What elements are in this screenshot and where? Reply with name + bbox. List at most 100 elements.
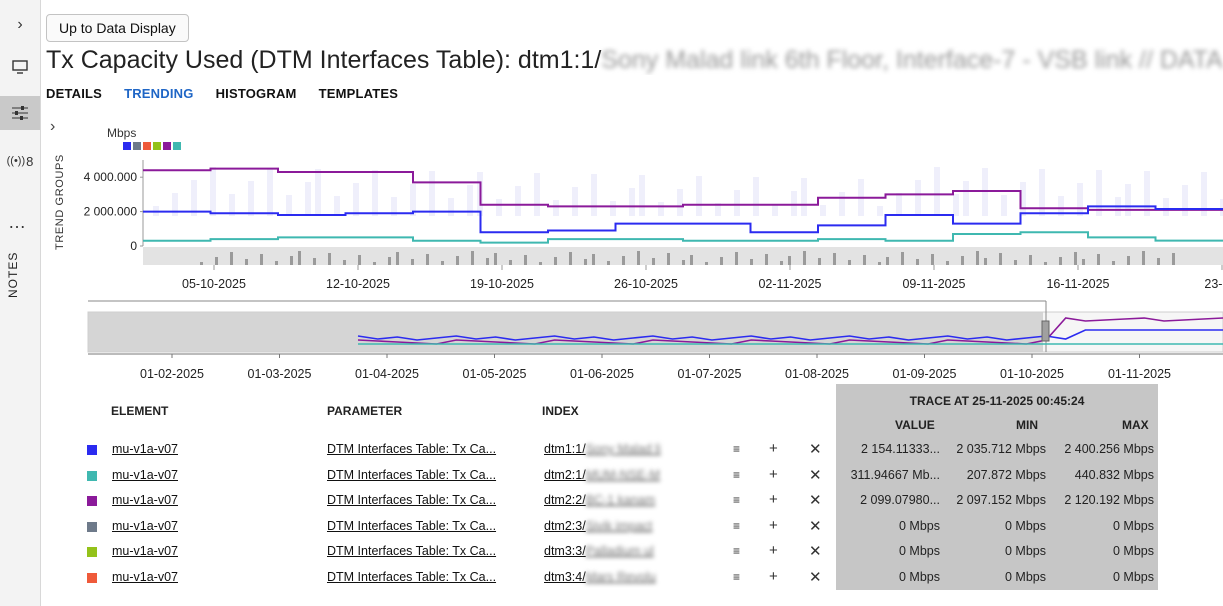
index-link[interactable]: dtm3:4/Mars Revolu — [544, 570, 656, 584]
x-tick-label: 09-11-2025 — [902, 277, 965, 291]
signal-icon[interactable]: ((•)) 8 — [6, 153, 34, 169]
add-icon[interactable]: + — [769, 491, 778, 509]
series-line[interactable] — [143, 167, 1223, 211]
sliders-icon[interactable] — [0, 96, 40, 130]
parameter-link[interactable]: DTM Interfaces Table: Tx Ca... — [327, 570, 497, 584]
trace-value: 0 Mbps — [899, 570, 940, 584]
index-link[interactable]: dtm2:1/MUM-NSE-M — [544, 467, 660, 482]
parameter-link[interactable]: DTM Interfaces Table: Tx Ca... — [327, 442, 497, 456]
up-to-data-display-button[interactable]: Up to Data Display — [46, 14, 189, 42]
column-parameter[interactable]: PARAMETER — [327, 404, 403, 418]
remove-icon[interactable]: ✕ — [809, 492, 822, 510]
series-color-swatch[interactable] — [87, 496, 97, 507]
tab-templates[interactable]: TEMPLATES — [318, 86, 399, 101]
remove-icon[interactable]: ✕ — [809, 543, 822, 561]
background-bar — [467, 185, 473, 216]
series-color-swatch[interactable] — [87, 445, 97, 455]
event-bar — [494, 253, 497, 265]
parameter-link[interactable]: DTM Interfaces Table: Tx Ca... — [327, 544, 497, 559]
series-swatch[interactable] — [173, 142, 181, 150]
event-bar — [569, 252, 572, 265]
page-title: Tx Capacity Used (DTM Interfaces Table):… — [46, 46, 1223, 74]
series-swatch[interactable] — [123, 142, 131, 150]
tab-details[interactable]: DETAILS — [46, 86, 103, 101]
series-swatch[interactable] — [163, 142, 171, 150]
monitor-icon[interactable] — [0, 50, 40, 84]
table-row[interactable]: mu-v1a-v07 DTM Interfaces Table: Tx Ca...… — [0, 440, 1223, 467]
trace-min: 2 035.712 Mbps — [956, 442, 1046, 456]
parameter-link[interactable]: DTM Interfaces Table: Tx Ca... — [327, 467, 497, 482]
table-row[interactable]: mu-v1a-v07 DTM Interfaces Table: Tx Ca...… — [0, 542, 1223, 569]
series-swatch[interactable] — [143, 142, 151, 150]
add-icon[interactable]: + — [769, 516, 778, 534]
list-icon[interactable]: ≡ — [733, 493, 741, 508]
parameter-link[interactable]: DTM Interfaces Table: Tx Ca... — [327, 518, 497, 533]
series-color-swatch[interactable] — [87, 573, 97, 583]
overview-navigator-chart[interactable]: 01-02-2025 01-03-2025 01-04-2025 01-05-2025… — [0, 296, 1223, 386]
element-link[interactable]: mu-v1a-v07 — [112, 518, 178, 533]
add-icon[interactable]: + — [769, 542, 778, 560]
index-redacted: MUM-NSE-M — [585, 467, 660, 482]
event-bar — [901, 252, 904, 265]
element-link[interactable]: mu-v1a-v07 — [112, 467, 178, 482]
list-icon[interactable]: ≡ — [733, 570, 741, 584]
background-bar — [267, 168, 273, 216]
element-link[interactable]: mu-v1a-v07 — [112, 493, 178, 508]
table-row[interactable]: mu-v1a-v07 DTM Interfaces Table: Tx Ca...… — [0, 465, 1223, 493]
more-icon[interactable]: … — [8, 212, 26, 232]
remove-icon[interactable]: ✕ — [809, 517, 822, 535]
add-icon[interactable]: + — [769, 465, 778, 483]
background-bar — [1039, 169, 1045, 216]
list-icon[interactable]: ≡ — [733, 467, 741, 482]
remove-icon[interactable]: ✕ — [809, 569, 822, 586]
event-bar — [667, 253, 670, 265]
trend-groups-expand-icon[interactable]: › — [50, 118, 56, 135]
index-link[interactable]: dtm1:1/Sony Malad li — [544, 442, 661, 456]
event-bar — [441, 261, 444, 265]
x-tick-label: 19-10-2025 — [470, 277, 534, 291]
column-element[interactable]: ELEMENT — [111, 404, 169, 418]
table-row[interactable]: mu-v1a-v07 DTM Interfaces Table: Tx Ca...… — [0, 568, 1223, 595]
table-row[interactable]: mu-v1a-v07 DTM Interfaces Table: Tx Ca...… — [0, 491, 1223, 518]
series-line[interactable] — [143, 231, 1223, 244]
tab-histogram[interactable]: HISTOGRAM — [215, 86, 297, 101]
table-row[interactable]: mu-v1a-v07 DTM Interfaces Table: Tx Ca...… — [0, 516, 1223, 544]
event-bar — [358, 255, 361, 265]
series-color-swatch[interactable] — [87, 521, 97, 532]
main-trend-chart[interactable]: 4 000.000 2 000.000 0 05-10-2025 12-10-2025… — [0, 0, 1223, 300]
chevron-right-icon[interactable]: › — [17, 16, 23, 33]
index-link[interactable]: dtm3:3/Palladium ul — [544, 544, 654, 559]
series-swatch[interactable] — [153, 142, 161, 150]
parameter-link[interactable]: DTM Interfaces Table: Tx Ca... — [327, 493, 497, 508]
add-icon[interactable]: + — [769, 568, 778, 585]
event-bar — [637, 251, 640, 265]
trace-min: 0 Mbps — [1005, 570, 1046, 584]
list-icon[interactable]: ≡ — [733, 518, 741, 533]
index-link[interactable]: dtm2:2/BC-1 kanam — [544, 493, 656, 508]
index-link[interactable]: dtm2:3/Sivik impact — [544, 518, 653, 533]
list-icon[interactable]: ≡ — [733, 442, 741, 456]
series-color-swatch[interactable] — [87, 470, 97, 481]
list-icon[interactable]: ≡ — [733, 544, 741, 559]
remove-icon[interactable]: ✕ — [809, 441, 822, 458]
x-tick-label: 23-11- — [1204, 277, 1223, 291]
element-link[interactable]: mu-v1a-v07 — [112, 544, 178, 559]
navigator-handle[interactable] — [1041, 320, 1050, 342]
series-color-swatch[interactable] — [87, 547, 97, 558]
navigator-x-tick-label: 01-07-2025 — [678, 367, 742, 381]
background-bar — [610, 201, 616, 216]
series-swatch[interactable] — [133, 142, 141, 150]
tab-trending[interactable]: TRENDING — [124, 86, 194, 101]
element-link[interactable]: mu-v1a-v07 — [112, 570, 178, 584]
event-bar — [833, 253, 836, 265]
element-link[interactable]: mu-v1a-v07 — [112, 442, 178, 456]
background-bar — [191, 180, 197, 216]
navigator-x-tick-label: 01-03-2025 — [248, 367, 312, 381]
series-line[interactable] — [143, 205, 1223, 234]
event-bar — [765, 254, 768, 265]
remove-icon[interactable]: ✕ — [809, 466, 822, 484]
column-index[interactable]: INDEX — [542, 404, 579, 418]
add-icon[interactable]: + — [769, 440, 778, 457]
background-bar — [229, 194, 235, 216]
background-bar — [534, 173, 540, 216]
